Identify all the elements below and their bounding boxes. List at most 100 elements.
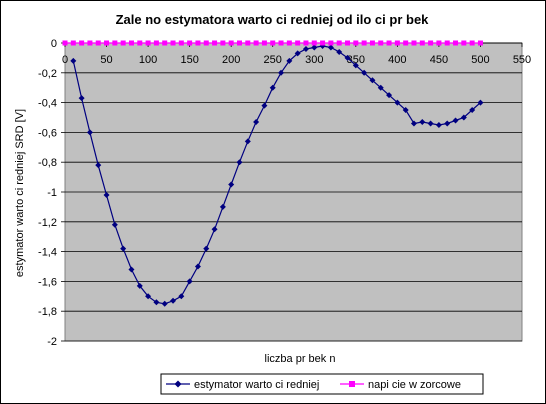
data-point [286,40,292,46]
series-layer [62,40,484,307]
data-point [361,40,367,46]
x-tick-label: 250 [264,54,282,66]
legend-label-estimator: estymator warto ci redniej [194,379,319,391]
data-point [112,40,118,46]
legend-marker-estimator [174,380,182,388]
data-point [461,40,467,46]
data-point [95,162,102,169]
y-tick-label: -1,4 [38,247,57,259]
data-point [311,40,317,46]
data-point [386,40,392,46]
data-point [228,181,235,188]
legend-marker-reference [349,381,355,387]
data-point [286,57,293,64]
data-point [402,107,409,114]
data-point [178,293,185,300]
data-point [403,40,409,46]
x-tick-label: 350 [347,54,365,66]
y-axis-label: estymator warto ci redniej SRD [V] [14,109,26,277]
data-point [336,48,343,55]
data-point [261,102,268,109]
data-point [419,118,426,125]
data-point [436,40,442,46]
data-point [327,44,334,51]
legend-label-reference: napi cie w zorcowe [368,379,461,391]
data-point [477,40,483,46]
data-point [137,40,143,46]
y-tick-label: -1,2 [38,217,57,229]
y-tick-label: -2 [47,336,57,348]
data-point [311,44,318,51]
x-tick-label: 550 [513,54,531,66]
data-point [411,40,417,46]
data-point [270,40,276,46]
data-point [453,40,459,46]
y-tick-label: -0,8 [38,157,57,169]
data-point [220,40,226,46]
data-point [145,40,151,46]
y-tick-label: 0 [51,38,57,50]
data-point [195,40,201,46]
data-point [244,138,251,145]
data-point [211,226,218,233]
data-point [187,40,193,46]
data-point [236,159,243,166]
data-point [95,40,101,46]
data-point [410,120,417,127]
data-point [444,120,451,127]
data-point [386,92,393,99]
data-point [295,40,301,46]
data-point [394,40,400,46]
data-point [111,221,118,228]
data-point [86,129,93,136]
data-point [477,99,484,106]
data-point [145,293,152,300]
legend-box [160,373,484,395]
data-point [228,40,234,46]
data-point [428,40,434,46]
data-point [352,62,359,69]
data-point [336,40,342,46]
data-point [378,40,384,46]
data-point [87,40,93,46]
data-point [452,117,459,124]
x-tick-label: 150 [180,54,198,66]
data-point [245,40,251,46]
data-point [253,40,259,46]
x-axis-label: liczba pr bek n [265,353,336,365]
data-point [435,121,442,128]
x-tick-label: 200 [222,54,240,66]
data-point [427,120,434,127]
data-point [212,40,218,46]
data-point [161,300,168,307]
data-point [278,69,285,76]
data-point [261,40,267,46]
data-point [469,40,475,46]
y-axis: 0 -0,2 -0,4 -0,6 -0,8 -1 -1,2 -1,4 -1,6 -1,8 -2 [38,38,65,348]
x-tick-label: 450 [430,54,448,66]
data-point [153,299,160,306]
data-point [344,54,351,61]
data-point [103,191,110,198]
y-tick-label: -0,2 [38,68,57,80]
y-tick-label: -0,4 [38,98,57,110]
legend: estymator warto ci redniej napi cie w zo… [160,373,484,395]
data-point [294,50,301,57]
y-tick-label: -1 [47,187,57,199]
data-point [120,245,127,252]
data-point [136,282,143,289]
data-point [394,99,401,106]
data-point [253,118,260,125]
data-point [128,40,134,46]
data-point [219,203,226,210]
data-point [70,40,76,46]
x-tick-label: 0 [62,54,68,66]
data-point [120,40,126,46]
data-point [203,40,209,46]
data-point [162,40,168,46]
data-point [303,40,309,46]
data-point [194,263,201,270]
chart-title: Zale no estymatora warto ci redniej od i… [116,12,430,27]
data-point [153,40,159,46]
